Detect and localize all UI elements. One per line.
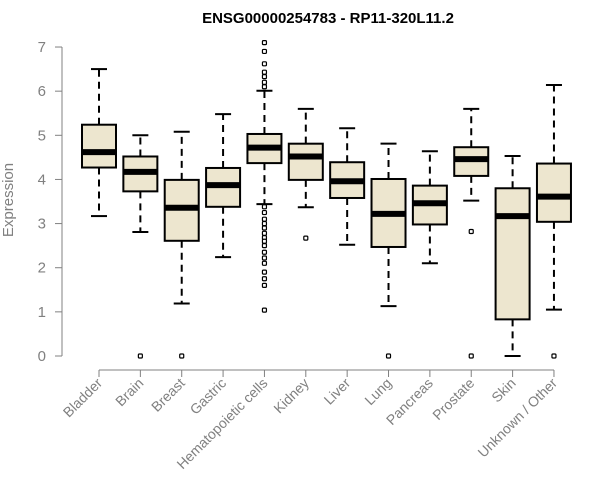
boxes-layer bbox=[81, 40, 572, 359]
y-tick-label: 3 bbox=[38, 216, 46, 233]
outlier-point bbox=[261, 69, 268, 75]
x-tick-label: Bladder bbox=[60, 375, 106, 421]
outlier-point bbox=[261, 276, 268, 282]
outlier-point bbox=[179, 353, 185, 359]
outlier-point bbox=[468, 228, 474, 235]
outlier-point bbox=[261, 79, 268, 85]
box-group bbox=[329, 127, 366, 246]
x-tick-label: Liver bbox=[321, 375, 354, 408]
outlier-point bbox=[261, 249, 268, 255]
box-group bbox=[411, 150, 448, 265]
y-axis-label: Expression bbox=[0, 163, 17, 237]
x-tick-label: Skin bbox=[488, 375, 519, 406]
x-tick-label: Kidney bbox=[270, 375, 312, 417]
y-tick-label: 0 bbox=[38, 348, 46, 365]
x-tick-label: Brain bbox=[112, 375, 146, 409]
box-iqr bbox=[287, 142, 324, 181]
chart-title: ENSG00000254783 - RP11-320L11.2 bbox=[202, 10, 454, 27]
x-tick-label: Prostate bbox=[429, 375, 477, 423]
outlier-point bbox=[261, 61, 268, 67]
outlier-point bbox=[137, 353, 143, 359]
box-iqr bbox=[535, 162, 572, 223]
box-group bbox=[122, 134, 159, 359]
outlier-point bbox=[261, 209, 268, 216]
y-tick-label: 7 bbox=[38, 39, 46, 56]
outlier-point bbox=[261, 260, 268, 266]
outlier-point bbox=[261, 48, 268, 55]
outlier-point bbox=[261, 238, 268, 244]
outlier-point bbox=[261, 255, 268, 261]
y-tick-label: 1 bbox=[38, 304, 46, 321]
outlier-point bbox=[261, 269, 268, 275]
y-tick-label: 4 bbox=[38, 171, 46, 188]
outlier-point bbox=[261, 307, 268, 313]
y-tick-label: 2 bbox=[38, 260, 46, 277]
outlier-point bbox=[551, 353, 557, 359]
x-tick-label: Unknown / Other bbox=[474, 375, 560, 461]
box-group bbox=[81, 68, 117, 218]
outlier-point bbox=[261, 84, 268, 90]
box-iqr bbox=[494, 187, 531, 321]
x-tick-label: Lung bbox=[361, 375, 394, 408]
outlier-point bbox=[261, 220, 268, 227]
x-tick-label: Breast bbox=[148, 375, 188, 415]
box-group bbox=[246, 40, 283, 313]
outlier-point bbox=[261, 230, 268, 236]
box-group bbox=[535, 83, 572, 359]
box-group bbox=[163, 130, 200, 359]
box-group bbox=[370, 142, 407, 359]
outlier-point bbox=[261, 243, 268, 249]
outlier-point bbox=[385, 353, 392, 359]
box-iqr bbox=[81, 123, 117, 169]
box-group bbox=[453, 107, 490, 359]
outlier-point bbox=[468, 353, 474, 359]
y-tick-label: 5 bbox=[38, 127, 46, 144]
box-group bbox=[494, 155, 531, 357]
outlier-point bbox=[261, 225, 268, 231]
box-group bbox=[205, 113, 242, 259]
outlier-point bbox=[261, 216, 268, 222]
box-group bbox=[287, 107, 324, 241]
outlier-point bbox=[261, 282, 268, 288]
outlier-point bbox=[303, 235, 309, 241]
y-tick-label: 6 bbox=[38, 83, 46, 100]
outlier-point bbox=[261, 73, 268, 80]
outlier-point bbox=[261, 204, 268, 210]
y-axis: 0 1 2 3 4 5 6 7 bbox=[38, 39, 63, 365]
outlier-point bbox=[261, 40, 268, 46]
